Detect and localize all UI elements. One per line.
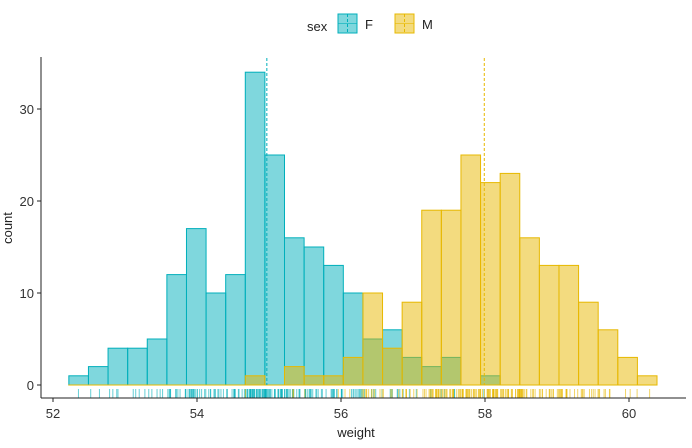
bar-M-17	[402, 302, 422, 385]
bar-F-7	[206, 293, 226, 385]
bar-F-0	[69, 376, 89, 385]
bar-M-16	[383, 348, 403, 385]
bar-F-8	[226, 275, 246, 385]
x-tick-label: 56	[334, 406, 348, 421]
x-tick-label: 60	[622, 406, 636, 421]
x-tick-label: 58	[478, 406, 492, 421]
bar-F-3	[128, 348, 148, 385]
bar-M-14	[343, 357, 363, 385]
bar-F-11	[285, 238, 305, 385]
bar-M-23	[520, 238, 540, 385]
y-tick-label: 10	[20, 286, 34, 301]
y-tick-label: 30	[20, 102, 34, 117]
bar-F-5	[167, 275, 187, 385]
bar-F-6	[186, 229, 206, 385]
y-axis-label: count	[0, 212, 15, 244]
bar-M-18	[422, 210, 442, 385]
bar-M-15	[363, 293, 383, 385]
y-tick-label: 0	[27, 378, 34, 393]
bar-M-19	[441, 210, 461, 385]
bar-M-20	[461, 155, 481, 385]
bar-M-21	[481, 183, 501, 385]
legend-label-M: M	[422, 17, 433, 32]
bar-F-4	[147, 339, 167, 385]
bar-F-9	[245, 72, 265, 385]
bar-M-26	[579, 302, 599, 385]
legend-label-F: F	[365, 17, 373, 32]
bar-F-12	[304, 247, 324, 385]
x-axis-label: weight	[336, 425, 375, 440]
bar-M-25	[559, 265, 579, 385]
bar-F-10	[265, 155, 285, 385]
bar-M-12	[304, 376, 324, 385]
bar-M-11	[285, 367, 305, 385]
x-tick-label: 54	[190, 406, 204, 421]
legend-title: sex	[307, 19, 328, 34]
bar-F-13	[324, 265, 344, 385]
bar-M-22	[500, 173, 520, 385]
bar-M-24	[539, 265, 559, 385]
bar-M-28	[618, 357, 638, 385]
legend: sex F M	[307, 14, 433, 34]
bar-F-2	[108, 348, 128, 385]
x-tick-label: 52	[46, 406, 60, 421]
y-tick-label: 20	[20, 194, 34, 209]
bar-M-13	[324, 376, 344, 385]
bar-M-9	[245, 376, 265, 385]
bar-M-29	[637, 376, 657, 385]
bar-F-1	[88, 367, 108, 385]
bar-M-27	[598, 330, 618, 385]
